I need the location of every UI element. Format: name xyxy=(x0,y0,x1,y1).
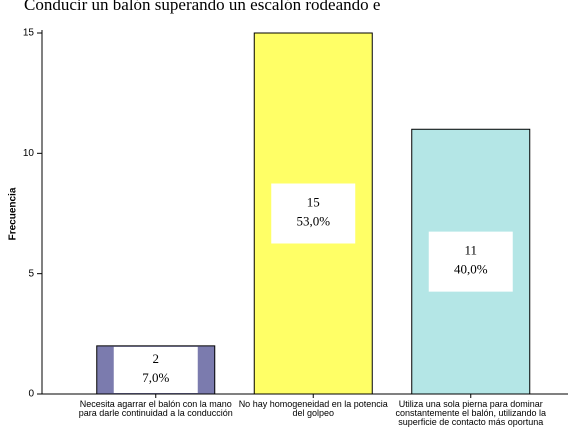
y-axis-label: Frecuencia xyxy=(8,187,19,240)
percent-label: 53,0% xyxy=(296,213,330,228)
value-label: 15 xyxy=(307,194,320,209)
x-tick-label: Utiliza una sola pierna para dominar con… xyxy=(395,400,547,427)
data-label: 11 40,0% xyxy=(428,231,513,292)
value-label: 2 xyxy=(153,351,160,366)
y-tick-label: 10 xyxy=(23,148,35,159)
percent-label: 7,0% xyxy=(142,370,169,385)
percent-label: 40,0% xyxy=(454,262,488,277)
label-box xyxy=(428,231,513,292)
x-tick-label: No hay homogeneidad en la potencia del g… xyxy=(238,400,388,418)
x-tick-label: Necesita agarrar el balón con la mano pa… xyxy=(78,400,233,418)
data-label: 15 53,0% xyxy=(271,183,356,244)
value-label: 11 xyxy=(464,243,477,258)
label-box xyxy=(113,346,198,394)
y-tick-label: 15 xyxy=(23,28,35,39)
y-tick-label: 0 xyxy=(28,389,34,400)
chart-title: Conducir un balón superando un escalón r… xyxy=(24,0,380,14)
x-tick-label-box: Utiliza una sola pierna para dominar con… xyxy=(395,400,547,427)
x-tick-label-box: Necesita agarrar el balón con la mano pa… xyxy=(78,400,233,418)
data-label: 2 7,0% xyxy=(113,346,198,394)
x-tick-label-box: No hay homogeneidad en la potencia del g… xyxy=(238,400,388,418)
label-box xyxy=(271,183,356,244)
y-tick-label: 5 xyxy=(28,268,34,279)
